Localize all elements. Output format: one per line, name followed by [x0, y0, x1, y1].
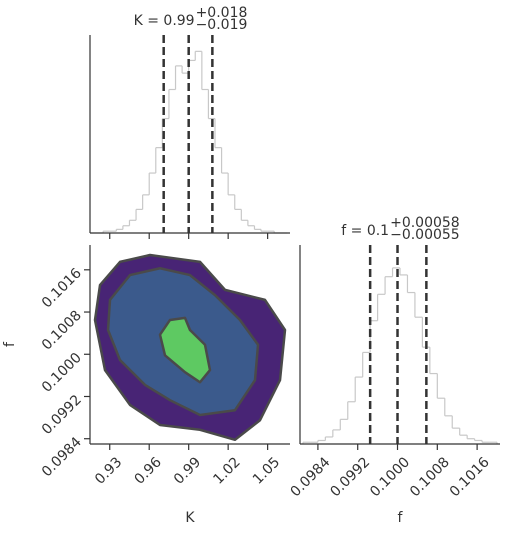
- title-upper: +0.018: [196, 5, 248, 21]
- x-tick-label: 0.1008: [407, 454, 453, 500]
- title-lower: −0.00055: [390, 227, 460, 243]
- x-tick-label: 1.02: [210, 454, 243, 487]
- x-tick-label: 0.96: [131, 454, 164, 487]
- y-tick-label: 0.0992: [39, 392, 85, 438]
- panel-title: K = 0.99: [134, 13, 195, 29]
- x-tick-label: 0.99: [171, 454, 204, 487]
- title-lower: −0.019: [196, 17, 248, 33]
- y-axis-label: f: [2, 341, 18, 347]
- x-axis-label: K: [185, 510, 195, 526]
- y-tick-label: 0.0984: [39, 434, 85, 480]
- y-tick-label: 0.1008: [39, 308, 85, 354]
- y-tick-label: 0.1016: [39, 265, 85, 311]
- x-tick-label: 0.93: [92, 454, 125, 487]
- x-tick-label: 0.0984: [288, 454, 334, 500]
- contour-level: [158, 316, 212, 384]
- x-tick-label: 0.1016: [447, 454, 493, 500]
- x-axis-label: f: [398, 510, 404, 526]
- x-tick-label: 0.0992: [327, 454, 373, 500]
- y-tick-label: 0.1000: [39, 350, 85, 396]
- x-tick-label: 0.1000: [367, 454, 413, 500]
- x-tick-label: 1.05: [250, 454, 283, 487]
- title-upper: +0.00058: [390, 215, 460, 231]
- panel-title: f = 0.1: [341, 223, 389, 239]
